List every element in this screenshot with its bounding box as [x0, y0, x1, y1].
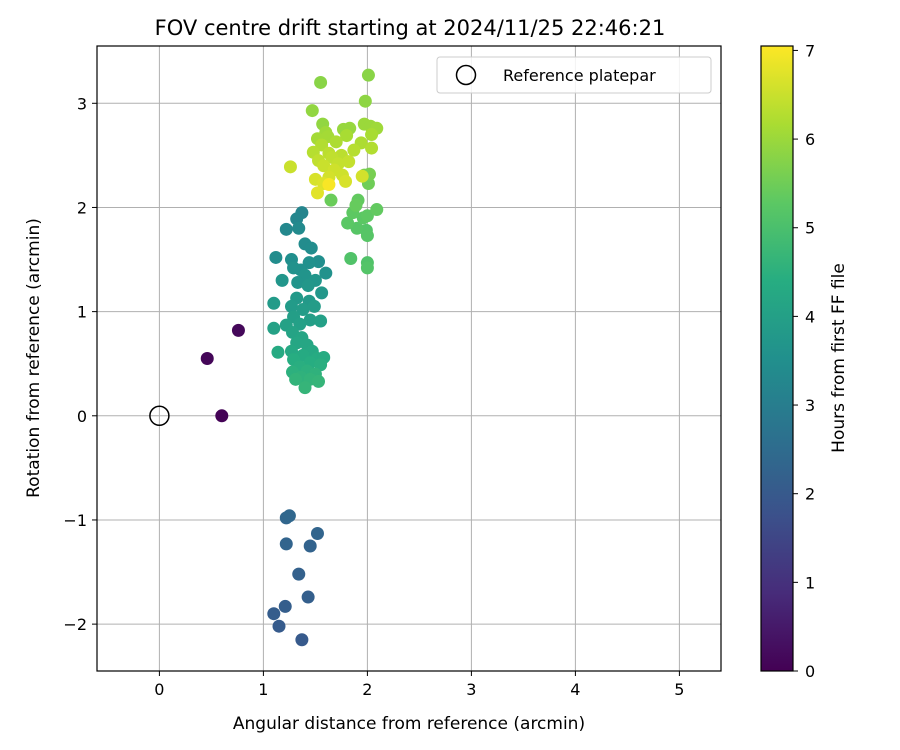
data-point — [283, 160, 297, 174]
data-point — [342, 155, 356, 169]
data-point — [341, 216, 355, 230]
chart-title: FOV centre drift starting at 2024/11/25 … — [155, 16, 666, 40]
x-tick-label: 0 — [154, 680, 164, 699]
data-point — [292, 221, 306, 235]
data-point — [319, 266, 333, 280]
y-tick-label: −1 — [63, 511, 87, 530]
colorbar-tick-label: 2 — [805, 485, 815, 504]
data-point — [305, 104, 319, 118]
data-point — [349, 198, 363, 212]
y-tick-label: 3 — [77, 94, 87, 113]
data-point — [291, 275, 305, 289]
data-point — [279, 222, 293, 236]
x-tick-label: 3 — [466, 680, 476, 699]
data-point — [289, 372, 303, 386]
data-point — [304, 241, 318, 255]
y-axis-ticks: −2 −1 0 1 2 3 — [63, 94, 97, 634]
legend: Reference platepar — [436, 56, 712, 94]
data-point — [347, 143, 361, 157]
colorbar-tick-label: 5 — [805, 219, 815, 238]
data-point — [298, 381, 312, 395]
data-point — [271, 345, 285, 359]
data-point — [365, 141, 379, 155]
y-tick-label: 2 — [77, 198, 87, 217]
x-tick-label: 2 — [362, 680, 372, 699]
y-axis-label: Rotation from reference (arcmin) — [24, 218, 44, 498]
data-point — [360, 261, 374, 275]
data-point — [360, 209, 374, 223]
x-tick-label: 4 — [570, 680, 580, 699]
data-point — [358, 94, 372, 108]
colorbar-tick-label: 6 — [805, 130, 815, 149]
data-point — [287, 261, 301, 275]
data-point — [355, 169, 369, 183]
x-axis-ticks: 0 1 2 3 4 5 — [154, 671, 684, 699]
data-point — [284, 299, 298, 313]
colorbar-tick-label: 1 — [805, 573, 815, 592]
data-points — [200, 68, 384, 647]
data-point — [314, 75, 328, 89]
data-point — [278, 599, 292, 613]
y-tick-label: −2 — [63, 615, 87, 634]
reference-platepar-marker — [149, 405, 170, 427]
data-point — [215, 409, 229, 423]
data-point — [267, 607, 281, 621]
data-point — [339, 174, 353, 188]
data-point — [361, 68, 375, 82]
data-point — [322, 178, 336, 192]
colorbar-ticks: 0 1 2 3 4 5 6 7 — [793, 41, 815, 681]
data-point — [295, 633, 309, 647]
data-point — [315, 286, 329, 300]
legend-reference-marker — [455, 64, 477, 86]
colorbar-tick-label: 7 — [805, 41, 815, 60]
data-point — [272, 619, 286, 633]
colorbar-label: Hours from first FF file — [829, 263, 849, 453]
legend-box — [436, 56, 712, 94]
data-point — [267, 321, 281, 335]
colorbar-tick-label: 0 — [805, 662, 815, 681]
data-point — [275, 273, 289, 287]
data-point — [292, 567, 306, 581]
data-point — [312, 374, 326, 388]
data-point — [370, 203, 384, 217]
data-point — [307, 299, 321, 313]
y-tick-label: 0 — [77, 407, 87, 426]
data-point — [267, 296, 281, 310]
y-tick-label: 1 — [77, 303, 87, 322]
data-point — [269, 250, 283, 264]
data-point — [279, 537, 293, 551]
x-tick-label: 5 — [674, 680, 684, 699]
legend-entry-reference-platepar: Reference platepar — [503, 66, 656, 85]
colorbar-tick-label: 3 — [805, 396, 815, 415]
data-point — [303, 539, 317, 553]
data-point — [301, 279, 315, 293]
colorbar — [760, 45, 794, 672]
grid-lines — [97, 46, 721, 671]
data-point — [360, 229, 374, 243]
data-point — [301, 590, 315, 604]
reference-marker-layer — [149, 405, 170, 427]
data-point — [324, 193, 338, 207]
data-point — [329, 135, 343, 149]
data-point — [344, 252, 358, 265]
x-axis-label: Angular distance from reference (arcmin) — [233, 714, 585, 734]
colorbar-tick-label: 4 — [805, 307, 815, 326]
data-point — [200, 352, 214, 365]
data-point — [231, 323, 245, 337]
data-point — [340, 129, 354, 143]
data-point — [303, 313, 317, 327]
data-point — [282, 509, 296, 523]
plot-frame — [96, 45, 722, 672]
data-point — [296, 303, 310, 317]
data-point — [314, 314, 328, 328]
data-point — [310, 527, 324, 540]
data-point — [310, 186, 324, 200]
x-tick-label: 1 — [258, 680, 268, 699]
data-point — [365, 128, 379, 142]
data-point — [317, 159, 331, 173]
